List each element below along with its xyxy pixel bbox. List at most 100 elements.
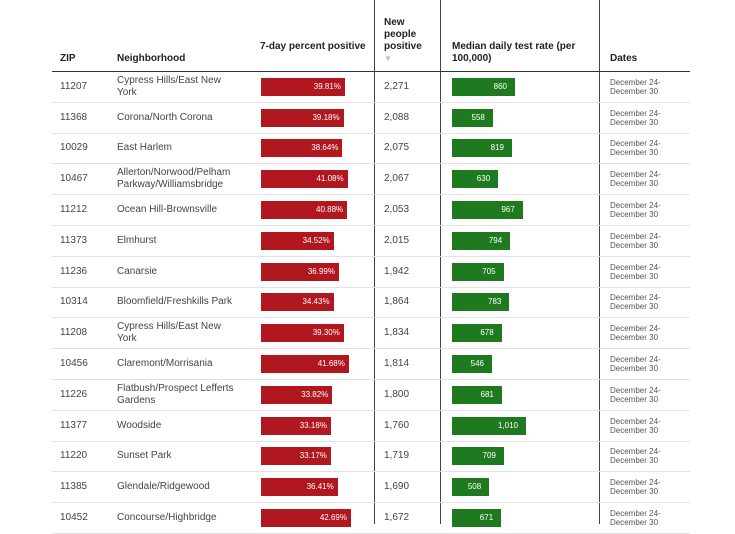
neighborhood-cell: Corona/North Corona (117, 111, 213, 123)
new-positive-cell: 1,864 (384, 296, 410, 308)
table-row: 11220 Sunset Park 1,719 December 24- Decemb… (52, 442, 690, 473)
column-divider-dates (599, 0, 600, 524)
test-rate-bar: 678 (452, 324, 502, 343)
percent-positive-bar: 36.41% (261, 478, 338, 497)
test-rate-bar: 671 (452, 509, 502, 528)
percent-positive-label: 33.17% (299, 451, 327, 461)
table-row: 10314 Bloomfield/Freshkills Park 1,864 Dece… (52, 288, 690, 319)
sort-descending-icon: ▼ (384, 54, 392, 63)
header-new-positive[interactable]: New people positive ▼ (384, 17, 434, 65)
dates-cell: December 24- December 30 (610, 509, 661, 528)
table-row: 11226 Flatbush/Prospect Lefferts Gardens 1… (52, 380, 690, 411)
percent-positive-bar: 34.43% (261, 293, 334, 312)
percent-positive-bar: 39.81% (261, 77, 345, 96)
dates-cell: December 24- December 30 (610, 108, 661, 127)
percent-positive-bar: 38.64% (261, 139, 343, 158)
new-positive-cell: 1,690 (384, 481, 410, 493)
test-rate-bar: 681 (452, 385, 502, 404)
test-rate-label: 967 (501, 205, 515, 215)
dates-cell: December 24- December 30 (610, 77, 661, 96)
test-rate-label: 546 (470, 359, 484, 369)
header-divider (52, 71, 690, 72)
new-positive-cell: 2,075 (384, 142, 410, 154)
percent-positive-label: 42.69% (319, 513, 347, 523)
test-rate-label: 630 (476, 174, 491, 184)
zip-cell: 11226 (60, 388, 88, 400)
test-rate-label: 860 (493, 81, 507, 91)
dates-cell: December 24- December 30 (610, 293, 661, 312)
percent-positive-label: 33.18% (299, 420, 327, 430)
percent-positive-bar: 42.69% (261, 509, 351, 528)
dates-cell: December 24- December 30 (610, 416, 661, 435)
zip-cell: 11208 (60, 327, 88, 339)
test-rate-label: 819 (490, 143, 504, 153)
test-rate-bar: 558 (452, 108, 493, 127)
neighborhood-cell: Cypress Hills/East New York (117, 321, 221, 345)
dates-cell: December 24- December 30 (610, 139, 661, 158)
table-row: 11373 Elmhurst 2,015 December 24- December … (52, 226, 690, 257)
header-percent-positive[interactable]: 7-day percent positive (260, 41, 366, 52)
new-positive-cell: 2,015 (384, 234, 410, 246)
zip-cell: 11220 (60, 450, 88, 462)
test-rate-bar: 630 (452, 170, 499, 189)
percent-positive-bar: 40.88% (261, 201, 348, 220)
new-positive-cell: 2,271 (384, 80, 410, 92)
table-row: 10029 East Harlem 2,075 December 24- Decemb… (52, 134, 690, 165)
neighborhood-cell: Glendale/Ridgewood (117, 481, 210, 493)
column-divider-right (440, 0, 441, 524)
dates-cell: December 24- December 30 (610, 385, 661, 404)
zip-cell: 11368 (60, 111, 88, 123)
test-rate-label: 508 (467, 482, 482, 492)
header-new-positive-label: New people positive (384, 17, 422, 52)
zip-cell: 11377 (60, 419, 88, 431)
neighborhood-cell: Concourse/Highbridge (117, 512, 217, 524)
test-rate-bar: 860 (452, 77, 515, 96)
header-test-rate[interactable]: Median daily test rate (per 100,000) (452, 41, 576, 64)
new-positive-cell: 1,719 (384, 450, 410, 462)
table-row: 11207 Cypress Hills/East New York 2,271 Dec… (52, 72, 690, 103)
test-rate-label: 794 (488, 235, 503, 245)
test-rate-bar: 1,010 (452, 416, 526, 435)
test-rate-bar: 819 (452, 139, 512, 158)
test-rate-label: 705 (482, 266, 496, 276)
test-rate-label: 709 (482, 451, 496, 461)
percent-positive-bar: 34.52% (261, 231, 334, 250)
neighborhood-cell: Flatbush/Prospect Lefferts Gardens (117, 382, 234, 406)
header-zip[interactable]: ZIP (60, 53, 76, 64)
percent-positive-label: 41.08% (316, 174, 344, 184)
percent-positive-bar: 33.17% (261, 447, 331, 466)
percent-positive-bar: 39.18% (261, 108, 344, 127)
zip-cell: 11385 (60, 481, 88, 493)
dates-cell: December 24- December 30 (610, 262, 661, 281)
neighborhood-cell: East Harlem (117, 142, 173, 154)
neighborhood-cell: Claremont/Morrisania (117, 358, 213, 370)
percent-positive-label: 40.88% (316, 205, 344, 215)
header-neighborhood[interactable]: Neighborhood (117, 53, 186, 64)
percent-positive-label: 38.64% (311, 143, 339, 153)
neighborhood-cell: Elmhurst (117, 234, 157, 246)
test-rate-bar: 546 (452, 355, 492, 374)
new-positive-cell: 2,088 (384, 111, 410, 123)
dates-cell: December 24- December 30 (610, 201, 661, 220)
percent-positive-bar: 41.08% (261, 170, 348, 189)
dates-cell: December 24- December 30 (610, 324, 661, 343)
test-rate-label: 671 (479, 513, 494, 523)
percent-positive-bar: 33.82% (261, 385, 333, 404)
test-rate-bar: 709 (452, 447, 504, 466)
percent-positive-bar: 39.30% (261, 324, 344, 343)
test-rate-bar: 783 (452, 293, 510, 312)
dates-cell: December 24- December 30 (610, 231, 661, 250)
test-rate-label: 558 (471, 112, 485, 122)
zip-cell: 11212 (60, 204, 88, 216)
neighborhood-cell: Woodside (117, 419, 162, 431)
percent-positive-label: 34.43% (302, 297, 330, 307)
dates-cell: December 24- December 30 (610, 355, 661, 374)
table-row: 10456 Claremont/Morrisania 1,814 December 2… (52, 349, 690, 380)
dates-cell: December 24- December 30 (610, 478, 661, 497)
new-positive-cell: 1,834 (384, 327, 410, 339)
header-dates[interactable]: Dates (610, 53, 638, 64)
table-row: 10452 Concourse/Highbridge 1,672 December 2… (52, 503, 690, 534)
zip-cell: 11207 (60, 80, 88, 92)
percent-positive-label: 36.41% (306, 482, 334, 492)
percent-positive-label: 39.81% (313, 81, 341, 91)
